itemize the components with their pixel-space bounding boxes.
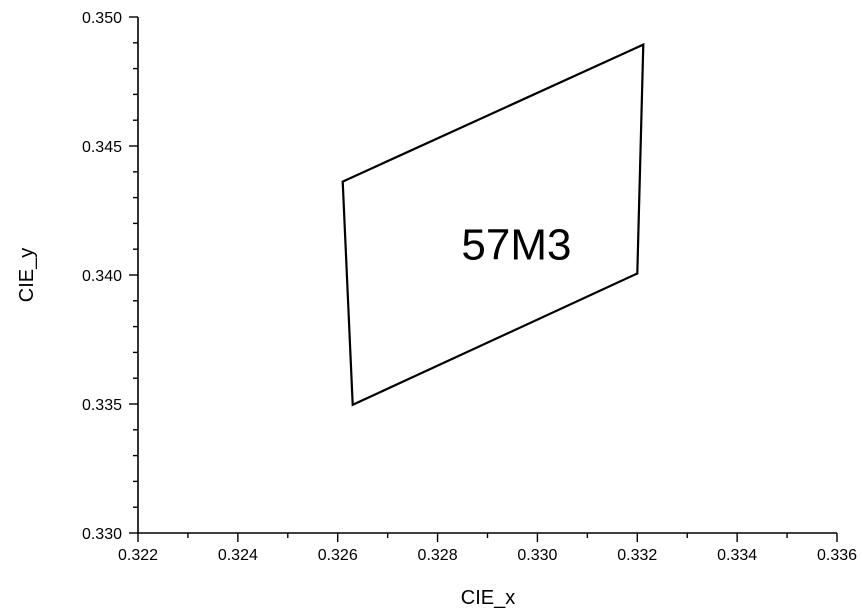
x-tick-label: 0.326: [318, 547, 358, 564]
y-tick-label: 0.335: [82, 397, 122, 414]
region-label: 57M3: [461, 221, 571, 270]
x-tick-label: 0.332: [617, 547, 657, 564]
y-tick-label: 0.330: [82, 526, 122, 543]
y-axis-title: CIE_y: [16, 248, 38, 302]
x-tick-label: 0.328: [418, 547, 458, 564]
x-tick-label: 0.324: [218, 547, 258, 564]
x-axis-title: CIE_x: [461, 587, 515, 609]
y-tick-label: 0.345: [82, 139, 122, 156]
x-axis-ticks: 0.322 0.324 0.326 0.328 0.330 0.332 0.334 0.336: [118, 533, 857, 564]
y-axis-ticks: 0.330 0.335 0.340 0.345 0.350: [82, 10, 138, 543]
x-tick-label: 0.334: [717, 547, 757, 564]
x-tick-label: 0.330: [517, 547, 557, 564]
y-tick-label: 0.350: [82, 10, 122, 27]
series-layer: 57M3: [341, 42, 645, 407]
region-outline-57m3: [341, 42, 645, 407]
x-tick-label: 0.336: [817, 547, 857, 564]
y-tick-label: 0.340: [82, 268, 122, 285]
plot-area: 0.322 0.324 0.326 0.328 0.330 0.332 0.334 0.336…: [82, 10, 857, 564]
x-tick-label: 0.322: [118, 547, 158, 564]
